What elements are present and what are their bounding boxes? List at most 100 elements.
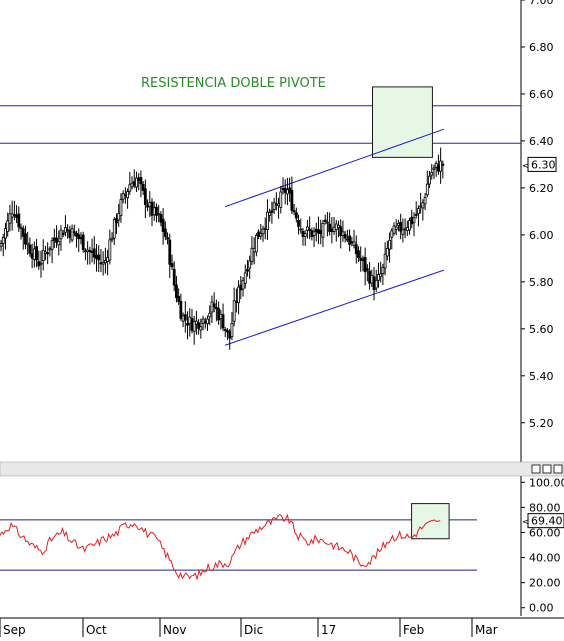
candle-body — [72, 231, 76, 234]
candle-body — [290, 190, 294, 211]
candle-body — [361, 258, 365, 261]
candle-body — [348, 235, 352, 245]
candle-body — [254, 235, 258, 253]
candle-body — [44, 251, 47, 255]
x-axis-label: 17 — [321, 623, 336, 637]
candle-body — [377, 274, 380, 281]
candle-body — [64, 227, 67, 233]
candle-body — [417, 208, 420, 215]
x-axis-label: Dic — [244, 623, 263, 637]
price-tick-label: 6.80 — [529, 41, 554, 54]
current-price-pointer: < — [522, 161, 530, 171]
candle-body — [135, 177, 138, 188]
candle-body — [119, 199, 123, 217]
candle-body — [121, 193, 125, 200]
candle-body — [186, 323, 189, 326]
candle-body — [357, 250, 360, 258]
candle-body — [421, 202, 425, 209]
candle-body — [157, 213, 161, 216]
candle-body — [306, 226, 309, 231]
candle-body — [130, 182, 134, 188]
trend-channel-lower — [224, 269, 445, 346]
candle-body — [210, 301, 214, 313]
candle-body — [308, 229, 312, 231]
candle-body — [128, 184, 132, 192]
candle-body — [266, 211, 269, 231]
candle-body — [41, 249, 45, 262]
candle-body — [323, 219, 327, 222]
current-price-badge — [527, 156, 557, 172]
candle-body — [401, 229, 405, 235]
current-oscillator-pointer: < — [522, 518, 530, 528]
panel-close-icon — [553, 464, 563, 474]
panel-maximize-icon — [542, 464, 552, 474]
candle-body — [92, 248, 96, 258]
candle-body — [199, 326, 203, 331]
candle-body — [330, 228, 334, 233]
candle-body — [439, 160, 443, 172]
candle-body — [228, 331, 232, 339]
candle-body — [50, 240, 54, 250]
candle-body — [432, 167, 436, 170]
candle-body — [423, 197, 427, 205]
candle-body — [321, 223, 325, 238]
candle-body — [86, 249, 90, 253]
candle-body — [350, 241, 354, 244]
candle-body — [310, 230, 314, 238]
candle-body — [212, 303, 216, 308]
candle-body — [374, 279, 378, 289]
oscillator-tick-label: 60.00 — [529, 526, 561, 539]
candle-body — [103, 260, 107, 264]
candle-body — [414, 214, 418, 216]
candle-body — [301, 231, 305, 237]
candle-body — [46, 252, 50, 255]
candle-body — [143, 188, 147, 205]
oscillator-tick-label: 0.00 — [529, 602, 554, 615]
candle-body — [359, 257, 363, 261]
price-tick-label: 5.60 — [529, 323, 554, 336]
price-tick-label: 5.80 — [529, 276, 554, 289]
x-axis-label: Mar — [475, 623, 498, 637]
candle-body — [183, 314, 187, 321]
candle-body — [55, 237, 58, 243]
candle-body — [241, 280, 245, 290]
candle-body — [148, 202, 152, 207]
current-price-label: 6.30 — [531, 158, 556, 171]
candle-body — [66, 229, 70, 232]
candle-body — [155, 206, 158, 216]
candle-body — [257, 231, 260, 237]
candle-body — [166, 237, 169, 240]
candle-body — [39, 262, 43, 265]
price-tick-label: 6.00 — [529, 229, 554, 242]
panel-minimize-icon — [531, 464, 541, 474]
candle-body — [26, 242, 30, 246]
candle-body — [352, 241, 356, 246]
candle-body — [61, 232, 65, 235]
candle-body — [70, 228, 74, 241]
candle-body — [312, 231, 316, 236]
x-axis-label: Feb — [403, 623, 424, 637]
candle-body — [19, 227, 23, 230]
candle-body — [8, 213, 12, 224]
candle-body — [223, 329, 227, 331]
candle-body — [175, 284, 178, 298]
candle-body — [88, 250, 92, 252]
candle-body — [32, 248, 36, 260]
candle-body — [201, 318, 205, 325]
candle-body — [270, 210, 274, 213]
candle-body — [37, 261, 41, 267]
candle-body — [12, 213, 16, 217]
candle-body — [381, 266, 385, 275]
candle-body — [10, 213, 14, 218]
candle-body — [112, 219, 116, 239]
candle-body — [192, 321, 196, 332]
candle-body — [232, 300, 236, 322]
candle-body — [132, 181, 136, 186]
candle-body — [261, 228, 265, 235]
candle-body — [17, 213, 21, 228]
candle-body — [152, 207, 156, 215]
candle-body — [370, 275, 374, 284]
candle-body — [139, 176, 143, 185]
trend-channel-upper — [224, 128, 445, 208]
